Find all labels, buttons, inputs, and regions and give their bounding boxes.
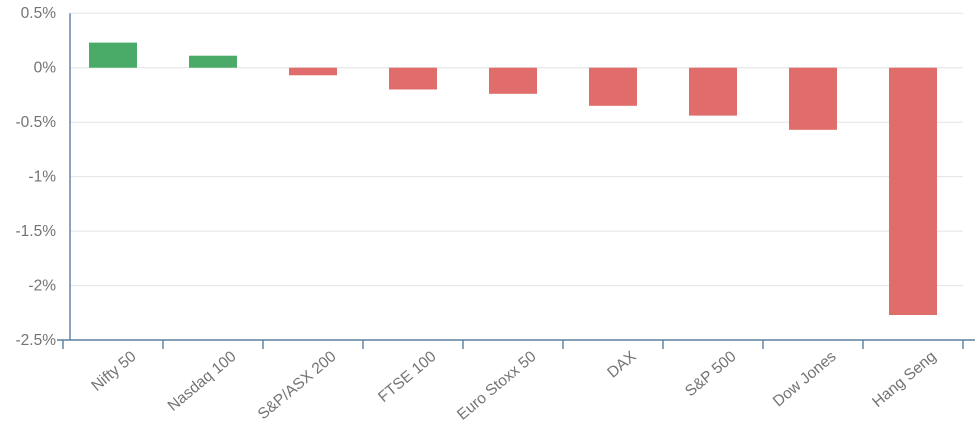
bar-dow-jones	[789, 67, 837, 130]
bar-nifty-50	[89, 42, 137, 68]
x-axis-category-label: Euro Stoxx 50	[454, 348, 540, 424]
bar-hang-seng	[889, 67, 937, 315]
x-axis-category-label: Nasdaq 100	[165, 348, 240, 415]
bar-ftse-100	[389, 67, 437, 90]
y-axis-tick-label: 0.5%	[21, 5, 57, 22]
y-axis-tick-label: -0.5%	[16, 114, 57, 131]
bar-s-p-asx-200	[289, 67, 337, 76]
bar-s-p-500	[689, 67, 737, 116]
y-axis-tick-label: -1%	[28, 169, 56, 186]
y-axis-tick-label: 0%	[34, 60, 57, 77]
y-axis-tick-label: -1.5%	[16, 223, 57, 240]
bar-dax	[589, 67, 637, 106]
x-axis-category-label: Dow Jones	[770, 348, 840, 410]
bar-nasdaq-100	[189, 55, 237, 68]
x-axis-category-label: FTSE 100	[375, 348, 440, 406]
x-axis-category-label: Nifty 50	[88, 348, 139, 395]
x-axis-category-label: DAX	[604, 348, 640, 382]
x-axis-category-label: S&P 500	[682, 348, 740, 400]
x-axis-category-label: S&P/ASX 200	[255, 348, 340, 423]
y-axis-tick-label: -2%	[28, 278, 56, 295]
x-axis-category-label: Hang Seng	[869, 348, 939, 411]
bar-euro-stoxx-50	[489, 67, 537, 94]
y-axis-tick-label: -2.5%	[16, 332, 57, 349]
